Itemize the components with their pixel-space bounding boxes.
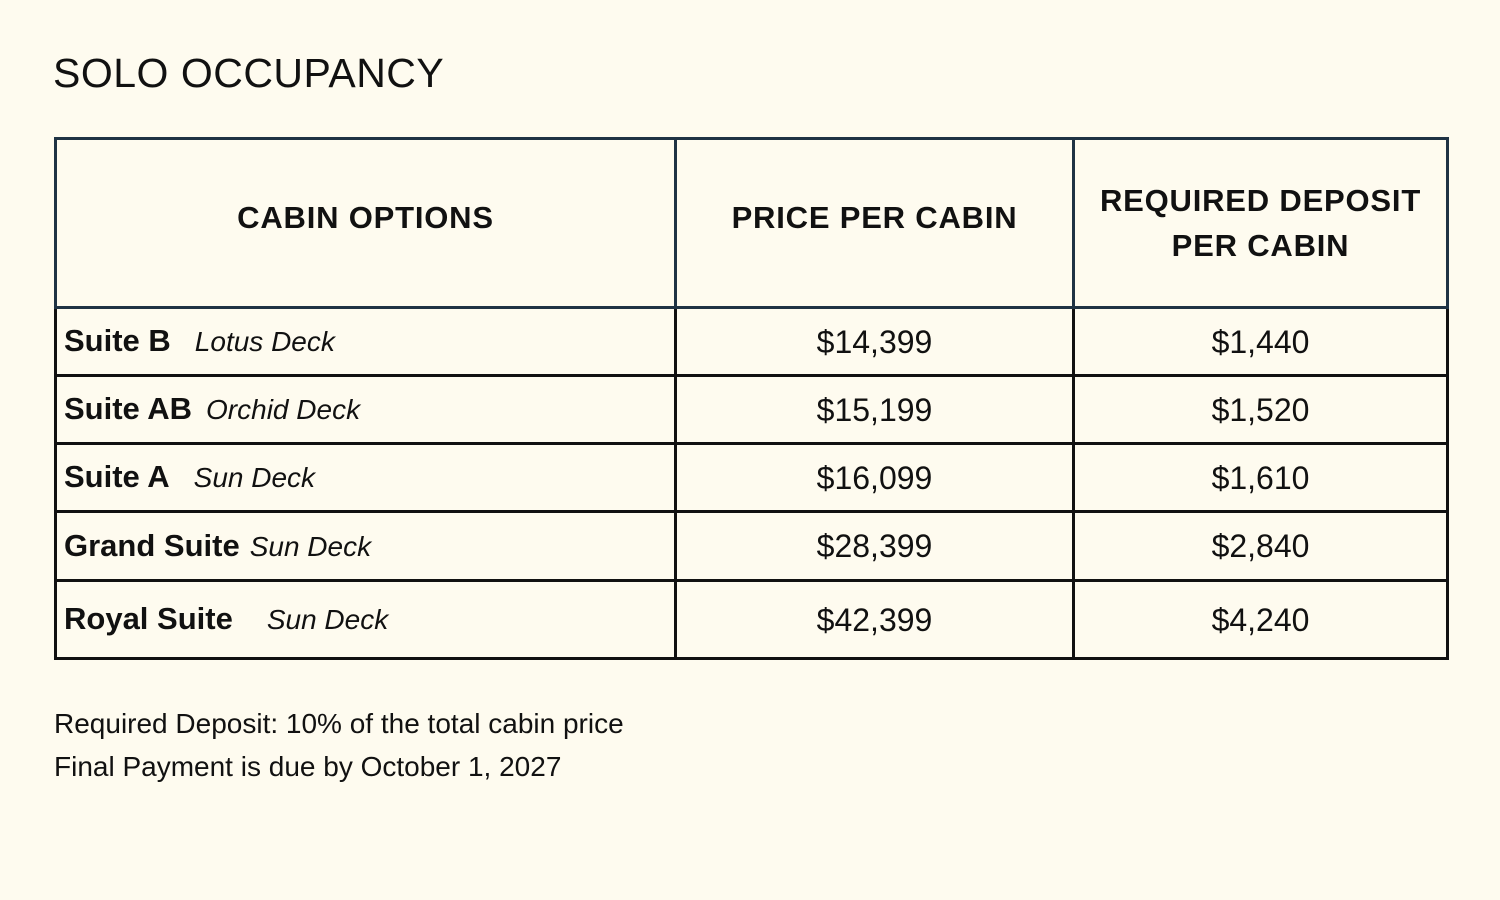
price-cell: $14,399 [674, 306, 1075, 377]
table-row: Suite A Sun Deck $16,099 $1,610 [54, 442, 1449, 513]
column-header-deposit-line1: REQUIRED DEPOSIT [1099, 183, 1422, 218]
cabin-cell: Royal Suite Sun Deck [54, 579, 677, 660]
cabin-name: Royal Suite [64, 601, 233, 636]
column-header-required-deposit: REQUIRED DEPOSIT PER CABIN [1072, 137, 1449, 309]
deck-name: Orchid Deck [206, 394, 361, 425]
cabin-name: Suite A [64, 459, 170, 494]
final-payment-note: Final Payment is due by October 1, 2027 [54, 751, 562, 782]
table-row: Suite AB Orchid Deck $15,199 $1,520 [54, 374, 1449, 445]
pricing-table: CABIN OPTIONS PRICE PER CABIN REQUIRED D… [54, 137, 1449, 660]
column-header-deposit-line2: PER CABIN [1171, 228, 1350, 263]
cabin-cell: Suite AB Orchid Deck [54, 374, 677, 445]
deck-name: Sun Deck [266, 604, 389, 635]
cabin-name: Suite B [64, 323, 171, 358]
table-row: Suite B Lotus Deck $14,399 $1,440 [54, 306, 1449, 377]
column-header-price-per-cabin: PRICE PER CABIN [674, 137, 1075, 309]
page-title: SOLO OCCUPANCY [53, 50, 445, 96]
price-cell: $42,399 [674, 579, 1075, 660]
column-header-cabin-options: CABIN OPTIONS [54, 137, 677, 309]
cabin-cell: Grand Suite Sun Deck [54, 510, 677, 582]
deposit-cell: $1,440 [1072, 306, 1449, 377]
cabin-cell: Suite A Sun Deck [54, 442, 677, 513]
deposit-cell: $1,520 [1072, 374, 1449, 445]
price-cell: $28,399 [674, 510, 1075, 582]
deposit-cell: $1,610 [1072, 442, 1449, 513]
payment-notes: Required Deposit: 10% of the total cabin… [54, 702, 624, 788]
table-header-row: CABIN OPTIONS PRICE PER CABIN REQUIRED D… [54, 137, 1449, 309]
table-row: Royal Suite Sun Deck $42,399 $4,240 [54, 579, 1449, 660]
deposit-cell: $2,840 [1072, 510, 1449, 582]
cabin-cell: Suite B Lotus Deck [54, 306, 677, 377]
table-row: Grand Suite Sun Deck $28,399 $2,840 [54, 510, 1449, 582]
cabin-name: Suite AB [64, 391, 193, 426]
deposit-cell: $4,240 [1072, 579, 1449, 660]
deck-name: Lotus Deck [194, 326, 335, 357]
deposit-note: Required Deposit: 10% of the total cabin… [54, 708, 624, 739]
deck-name: Sun Deck [193, 462, 316, 493]
price-cell: $16,099 [674, 442, 1075, 513]
cabin-name: Grand Suite [64, 527, 240, 563]
price-cell: $15,199 [674, 374, 1075, 445]
deck-name: Sun Deck [249, 530, 372, 562]
